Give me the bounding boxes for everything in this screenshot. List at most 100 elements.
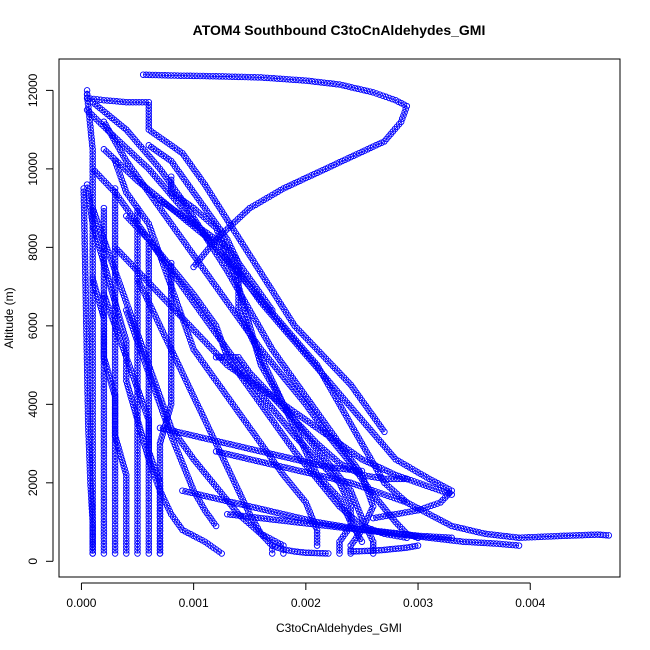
data-point bbox=[129, 372, 137, 380]
data-point bbox=[279, 453, 286, 460]
data-point bbox=[83, 358, 91, 366]
data-point bbox=[111, 527, 119, 535]
data-point bbox=[235, 283, 242, 290]
data-point bbox=[116, 98, 124, 105]
data-point bbox=[434, 500, 441, 507]
data-point bbox=[387, 493, 395, 501]
data-point bbox=[401, 509, 409, 516]
data-point bbox=[145, 399, 153, 407]
data-point bbox=[134, 211, 141, 218]
data-point bbox=[89, 211, 96, 218]
data-point bbox=[203, 493, 211, 500]
data-point bbox=[145, 258, 153, 265]
data-point bbox=[111, 319, 119, 326]
data-point bbox=[211, 437, 219, 444]
data-point bbox=[392, 471, 399, 479]
data-point bbox=[89, 217, 96, 225]
data-point bbox=[268, 542, 276, 549]
data-point bbox=[89, 270, 96, 277]
data-point bbox=[134, 338, 141, 345]
data-point bbox=[100, 321, 108, 328]
data-point bbox=[87, 479, 94, 487]
data-point bbox=[111, 514, 119, 521]
data-point bbox=[134, 392, 141, 399]
data-point bbox=[509, 541, 516, 549]
data-point bbox=[100, 346, 108, 353]
data-point bbox=[216, 73, 223, 80]
data-point bbox=[328, 464, 335, 471]
data-point bbox=[111, 237, 119, 245]
data-point bbox=[89, 322, 96, 330]
data-point bbox=[233, 484, 241, 491]
data-point bbox=[475, 529, 483, 536]
data-point bbox=[100, 459, 108, 466]
data-point bbox=[86, 463, 94, 470]
data-point bbox=[89, 525, 96, 532]
data-point bbox=[89, 181, 96, 189]
data-point bbox=[379, 92, 387, 99]
data-point bbox=[80, 201, 88, 209]
data-point bbox=[145, 494, 153, 502]
data-point bbox=[134, 279, 141, 286]
data-point bbox=[413, 479, 421, 486]
data-point bbox=[134, 314, 141, 322]
data-point bbox=[86, 459, 93, 467]
data-point bbox=[228, 451, 235, 459]
data-point bbox=[478, 539, 485, 547]
data-point bbox=[222, 73, 229, 80]
data-point bbox=[407, 477, 415, 484]
data-point bbox=[100, 380, 108, 388]
data-point bbox=[502, 541, 510, 548]
data-point bbox=[111, 458, 119, 466]
data-point bbox=[111, 250, 119, 258]
data-point bbox=[322, 520, 330, 527]
data-point bbox=[145, 517, 153, 525]
data-point bbox=[100, 242, 108, 250]
data-point bbox=[345, 83, 352, 90]
data-point bbox=[118, 323, 126, 330]
data-point bbox=[145, 295, 153, 303]
data-point bbox=[531, 533, 539, 541]
data-point bbox=[89, 296, 96, 303]
data-point bbox=[123, 547, 130, 554]
data-point bbox=[123, 534, 130, 542]
data-point bbox=[148, 457, 156, 465]
data-point bbox=[181, 430, 188, 437]
data-point bbox=[134, 452, 141, 460]
data-point bbox=[100, 204, 108, 212]
data-point bbox=[203, 72, 210, 80]
data-point bbox=[134, 395, 141, 403]
data-point bbox=[145, 537, 153, 545]
data-point bbox=[154, 394, 161, 402]
data-point bbox=[89, 440, 96, 447]
data-point bbox=[111, 296, 119, 303]
data-point bbox=[134, 465, 141, 472]
data-point bbox=[100, 314, 108, 322]
data-point bbox=[85, 443, 93, 451]
data-point bbox=[233, 256, 241, 264]
data-point bbox=[364, 146, 371, 153]
data-point bbox=[202, 435, 210, 442]
data-point bbox=[334, 367, 341, 374]
data-point bbox=[216, 332, 223, 339]
data-point bbox=[156, 501, 164, 509]
data-point bbox=[280, 75, 287, 83]
data-point bbox=[84, 401, 92, 408]
data-point bbox=[359, 483, 367, 491]
data-point bbox=[84, 397, 91, 405]
data-point bbox=[111, 280, 119, 287]
data-point bbox=[123, 531, 130, 538]
data-point bbox=[231, 478, 238, 486]
data-point bbox=[134, 246, 141, 254]
data-point bbox=[168, 427, 176, 434]
data-point bbox=[87, 476, 94, 483]
data-point bbox=[145, 471, 153, 479]
data-point bbox=[410, 478, 418, 485]
data-point bbox=[169, 435, 176, 443]
data-point bbox=[103, 97, 111, 104]
data-point bbox=[194, 331, 202, 338]
data-point bbox=[85, 430, 92, 438]
data-point bbox=[121, 186, 129, 193]
data-point bbox=[100, 525, 108, 532]
